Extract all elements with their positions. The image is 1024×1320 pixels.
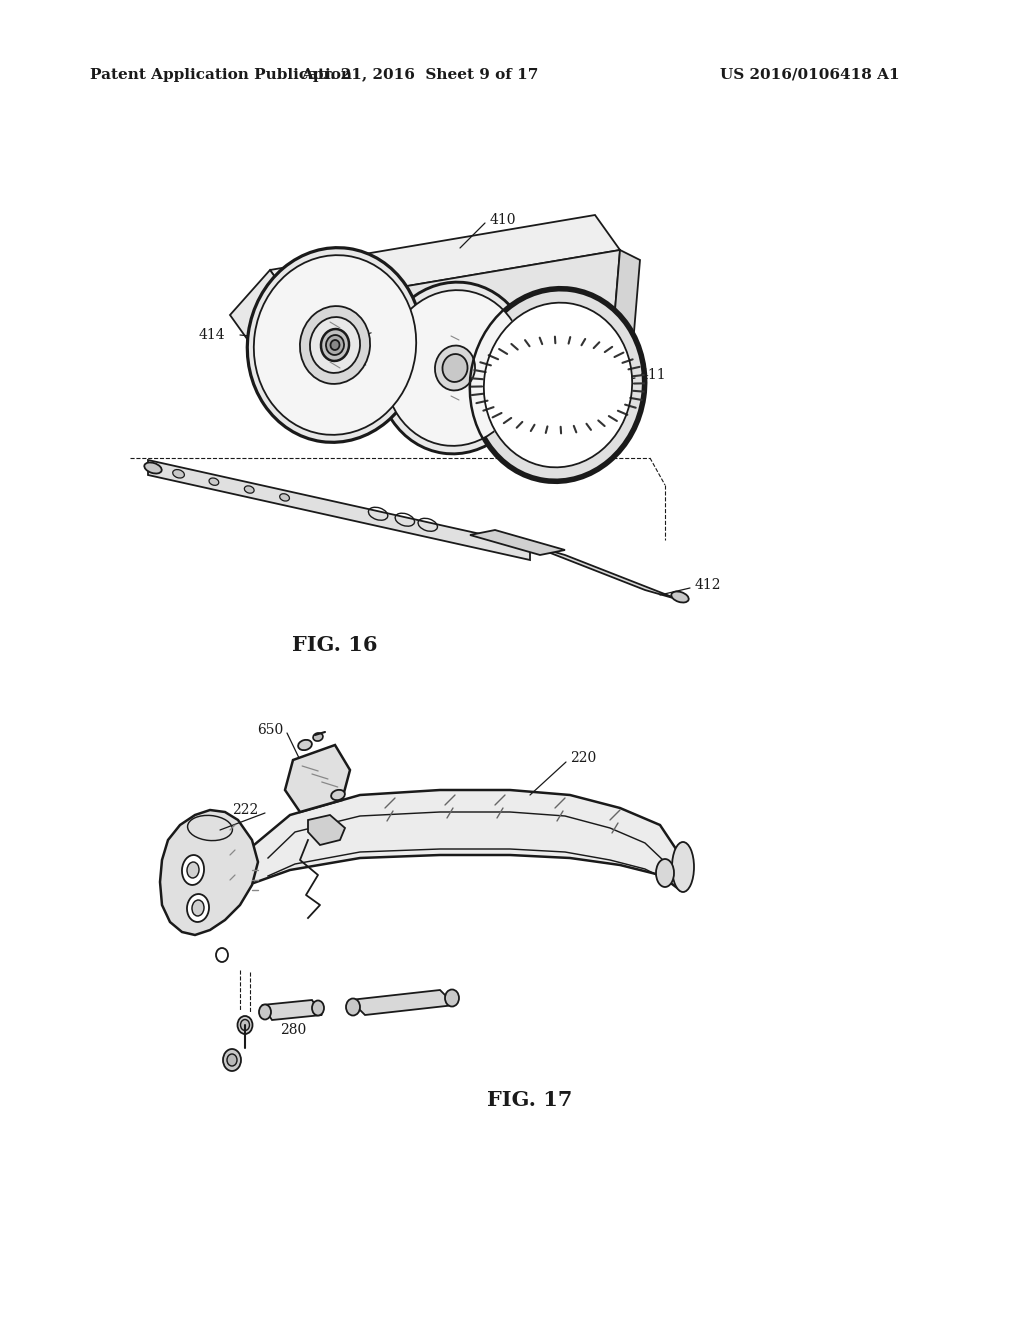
Text: Apr. 21, 2016  Sheet 9 of 17: Apr. 21, 2016 Sheet 9 of 17: [301, 69, 539, 82]
Ellipse shape: [472, 289, 644, 480]
Polygon shape: [230, 271, 295, 350]
Ellipse shape: [298, 739, 312, 750]
Ellipse shape: [483, 302, 632, 467]
Ellipse shape: [326, 335, 344, 355]
Ellipse shape: [672, 591, 689, 602]
Text: 280: 280: [280, 1023, 306, 1038]
Text: 414: 414: [199, 327, 225, 342]
Ellipse shape: [209, 478, 219, 486]
Text: FIG. 16: FIG. 16: [292, 635, 378, 655]
Ellipse shape: [331, 341, 340, 350]
Ellipse shape: [245, 486, 254, 494]
Ellipse shape: [173, 470, 184, 478]
Polygon shape: [308, 814, 345, 845]
Text: 410: 410: [490, 213, 516, 227]
Ellipse shape: [385, 290, 525, 446]
Ellipse shape: [346, 998, 360, 1015]
Ellipse shape: [435, 346, 475, 391]
Ellipse shape: [144, 462, 162, 474]
Polygon shape: [270, 215, 620, 305]
Ellipse shape: [191, 900, 204, 916]
Polygon shape: [470, 531, 565, 554]
Text: 411: 411: [640, 368, 667, 381]
Ellipse shape: [442, 354, 468, 381]
Ellipse shape: [656, 859, 674, 887]
Polygon shape: [530, 545, 680, 601]
Ellipse shape: [377, 282, 532, 454]
Ellipse shape: [312, 1001, 324, 1015]
Ellipse shape: [223, 1049, 241, 1071]
Ellipse shape: [247, 248, 423, 442]
Ellipse shape: [331, 789, 345, 800]
Ellipse shape: [313, 733, 323, 741]
Text: 220: 220: [570, 751, 596, 766]
Ellipse shape: [187, 862, 199, 878]
Ellipse shape: [280, 494, 290, 502]
Text: US 2016/0106418 A1: US 2016/0106418 A1: [720, 69, 900, 82]
Ellipse shape: [310, 317, 360, 374]
Polygon shape: [148, 459, 530, 560]
Polygon shape: [283, 249, 620, 425]
Polygon shape: [248, 789, 685, 890]
Ellipse shape: [238, 1016, 253, 1034]
Text: Patent Application Publication: Patent Application Publication: [90, 69, 352, 82]
Ellipse shape: [216, 948, 228, 962]
Polygon shape: [350, 990, 455, 1015]
Ellipse shape: [445, 990, 459, 1006]
Text: 412: 412: [695, 578, 722, 591]
Text: FIG. 17: FIG. 17: [487, 1090, 572, 1110]
Ellipse shape: [672, 842, 694, 892]
Ellipse shape: [227, 1053, 237, 1067]
Ellipse shape: [300, 306, 370, 384]
Text: 222: 222: [231, 803, 258, 817]
Polygon shape: [160, 810, 258, 935]
Text: 650: 650: [257, 723, 283, 737]
Ellipse shape: [254, 255, 416, 434]
Ellipse shape: [321, 329, 349, 360]
Ellipse shape: [241, 1019, 250, 1031]
Ellipse shape: [259, 1005, 271, 1019]
Ellipse shape: [187, 894, 209, 921]
Polygon shape: [610, 249, 640, 380]
Polygon shape: [262, 1001, 322, 1020]
Polygon shape: [285, 744, 350, 812]
Ellipse shape: [182, 855, 204, 884]
